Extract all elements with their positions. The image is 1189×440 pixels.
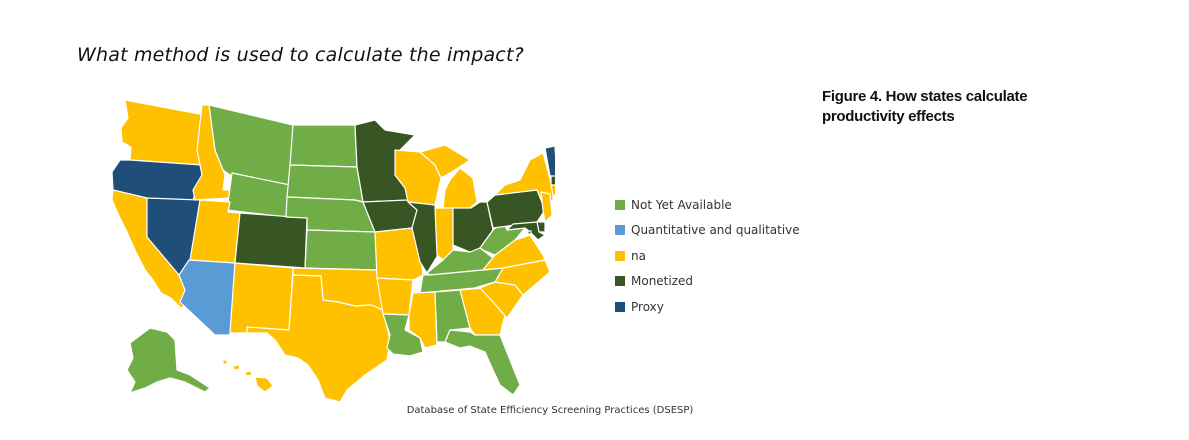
legend-swatch [615, 276, 625, 287]
state-ny [494, 152, 554, 209]
legend-swatch [615, 250, 625, 261]
figure-caption: Figure 4. How states calculate productiv… [822, 88, 1028, 125]
legend-item-not-yet-available: Not Yet Available [615, 192, 800, 218]
state-nd [289, 124, 358, 168]
legend-swatch [615, 199, 625, 210]
legend-swatch [615, 301, 625, 312]
state-ma [550, 175, 555, 186]
state-vt [544, 145, 555, 177]
map-legend: Not Yet Available Quantitative and quali… [615, 192, 800, 320]
state-nc [474, 259, 551, 296]
legend-item-quantitative-and-qualitative: Quantitative and qualitative [615, 218, 800, 244]
state-hi [222, 359, 274, 393]
state-la [382, 313, 424, 357]
state-ak [126, 327, 211, 394]
legend-item-proxy: Proxy [615, 294, 800, 320]
state-wa [120, 99, 206, 166]
state-mi [419, 144, 478, 209]
state-ct [550, 184, 555, 197]
state-fl [444, 329, 521, 396]
legend-swatch [615, 225, 625, 236]
legend-item-na: na [615, 243, 800, 269]
state-md [506, 221, 546, 241]
us-states-map [111, 99, 555, 403]
state-dc [527, 230, 532, 235]
legend-label: Monetized [631, 274, 694, 289]
legend-item-monetized: Monetized [615, 269, 800, 295]
page-title: What method is used to calculate the imp… [77, 44, 524, 66]
state-ar [376, 277, 414, 316]
legend-label: Not Yet Available [631, 197, 732, 212]
legend-label: Quantitative and qualitative [631, 223, 800, 238]
legend-label: Proxy [631, 299, 664, 314]
state-az [178, 259, 236, 336]
state-nm [229, 262, 294, 334]
state-sd [286, 164, 364, 203]
state-ks [304, 229, 378, 271]
state-nj [540, 191, 553, 223]
state-tx [246, 274, 391, 403]
source-note: Database of State Efficiency Screening P… [406, 405, 694, 416]
legend-label: na [631, 248, 646, 263]
state-co [234, 212, 308, 269]
